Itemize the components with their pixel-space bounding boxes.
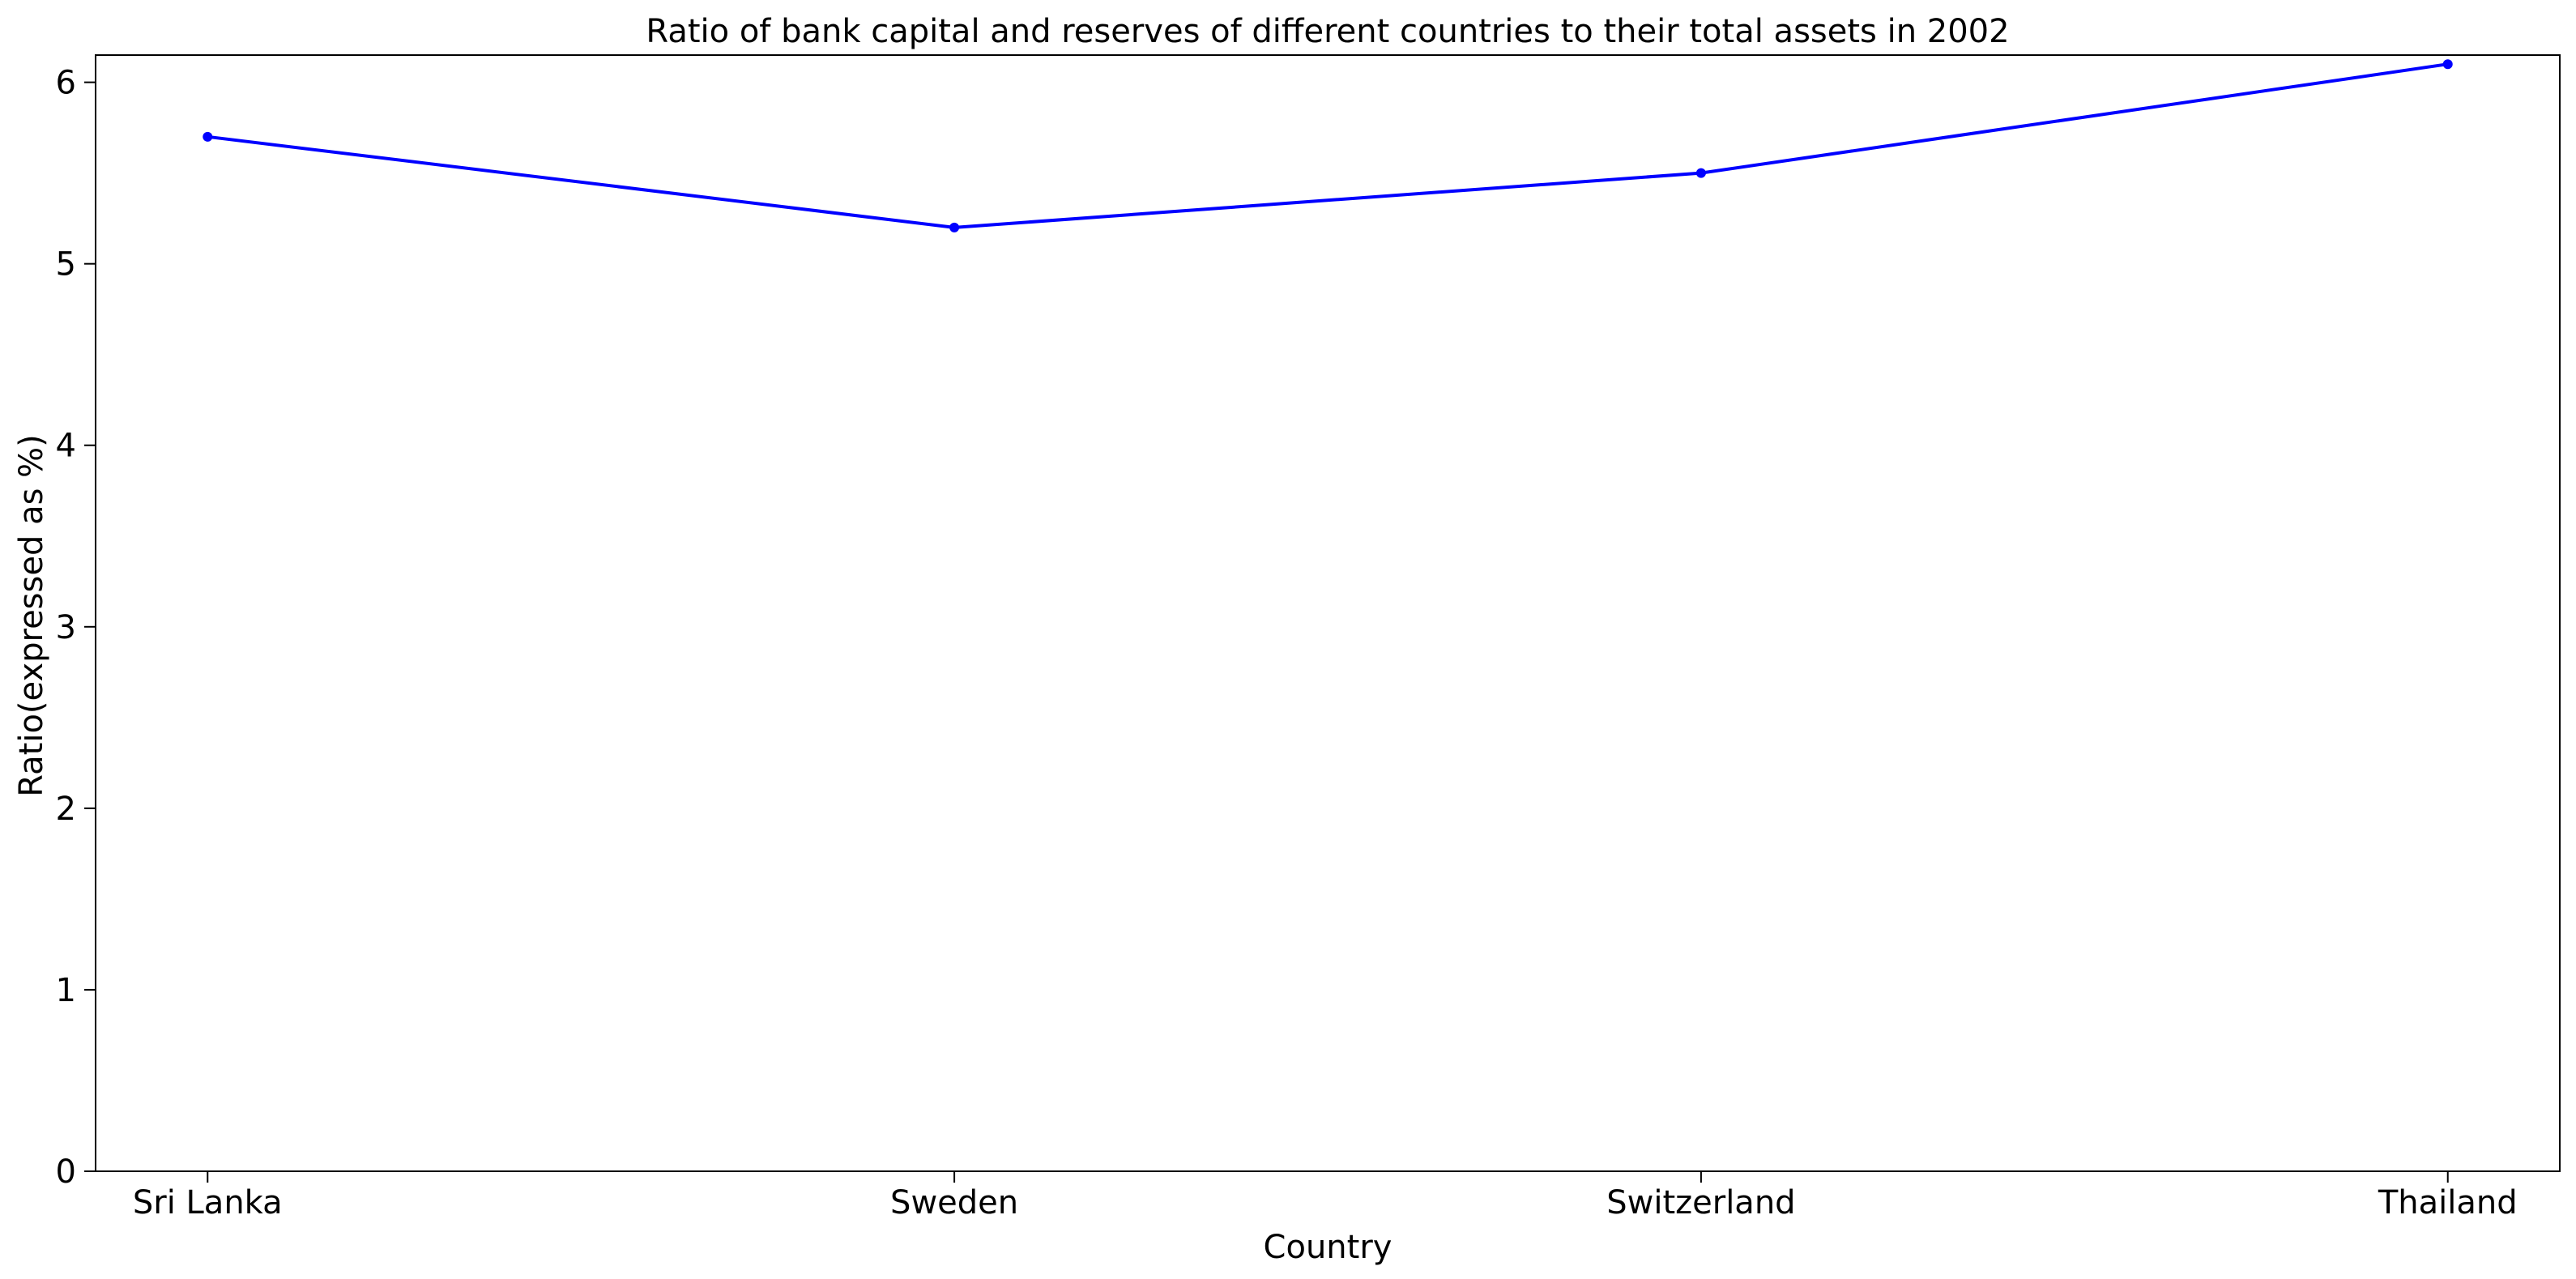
series-layer — [203, 59, 2453, 232]
y-axis-label: Ratio(expressed as %) — [13, 434, 50, 797]
x-tick-label: Thailand — [2378, 1184, 2518, 1221]
y-axis: 0 1 2 3 4 5 6 — [56, 65, 96, 1191]
x-tick-label: Sri Lanka — [133, 1184, 283, 1221]
y-tick-label: 4 — [56, 428, 76, 465]
x-tick-label: Sweden — [890, 1184, 1018, 1221]
x-tick-label: Switzerland — [1606, 1184, 1795, 1221]
y-tick-label: 1 — [56, 972, 76, 1009]
series-line — [207, 62, 2448, 229]
y-tick-label: 5 — [56, 246, 76, 284]
plot-frame — [95, 54, 2561, 1172]
x-axis-label: Country — [1264, 1229, 1392, 1266]
data-point — [1695, 168, 1706, 178]
plot-area — [95, 54, 2561, 1172]
y-tick-label: 3 — [56, 609, 76, 646]
x-axis: Sri Lanka Sweden Switzerland Thailand — [133, 1171, 2518, 1221]
y-tick-label: 2 — [56, 791, 76, 828]
y-tick-label: 0 — [56, 1153, 76, 1191]
chart-title: Ratio of bank capital and reserves of di… — [646, 13, 2009, 50]
data-point — [2442, 59, 2453, 70]
data-point — [203, 131, 213, 142]
data-point — [949, 222, 960, 232]
y-tick-label: 6 — [56, 65, 76, 102]
